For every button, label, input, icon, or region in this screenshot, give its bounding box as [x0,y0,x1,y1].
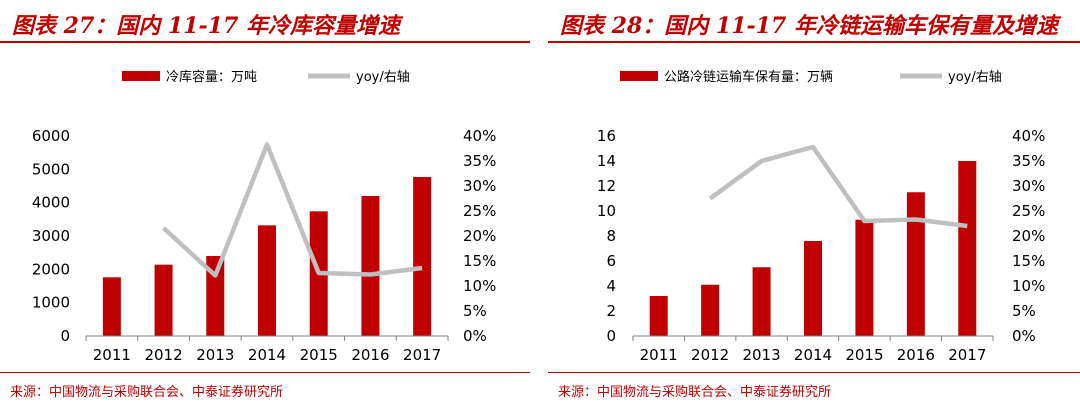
y-right-tick-label: 25% [1012,202,1045,220]
y-right-tick-label: 35% [463,152,496,170]
y-right-tick-label: 15% [463,252,496,270]
legend-bar-label: 冷库容量：万吨 [166,69,257,85]
series-line [708,144,968,229]
y-right-tick-label: 5% [463,302,487,320]
legend-line-label: yoy/右轴 [948,70,1002,85]
y-left-tick-label: 1000 [32,294,70,312]
title-divider [548,41,1080,43]
y-left-tick-label: 4 [606,277,616,295]
legend-line-label: yoy/右轴 [356,70,410,85]
legend-bar-label: 公路冷链运输车保有量：万辆 [664,69,833,85]
y-right-tick-label: 40% [463,127,496,145]
y-right-tick-label: 10% [463,277,496,295]
chart-panel-left: 图表 27：国内 11-17 年冷库容量增速 冷库容量：万吨 yoy/右轴 0 100… [0,0,530,407]
y-left-tick-label: 2000 [32,260,70,278]
y-right-tick-label: 0% [463,327,487,345]
x-tick-label: 2016 [897,346,935,364]
y-left-tick-label: 14 [597,152,616,170]
source-note: 来源：中国物流与采购联合会、中泰证券研究所 [10,385,284,400]
x-tick-label: 2011 [640,346,678,364]
bar [701,284,720,336]
y-left-tick-label: 3000 [32,227,70,245]
y-left-tick-label: 2 [606,302,616,320]
bar [906,192,925,336]
source-divider [0,372,530,373]
source-divider [548,372,1080,373]
legend-bar-swatch [122,71,160,81]
y-right-tick-label: 0% [1012,327,1036,345]
x-tick-label: 2011 [93,346,131,364]
title-divider [0,41,530,43]
y-left-tick-label: 12 [597,177,616,195]
y-right-tick-label: 5% [1012,302,1036,320]
y-left-tick-label: 0 [606,327,616,345]
bar [154,264,173,336]
bar [958,161,977,336]
y-left-tick-label: 16 [597,127,616,145]
figure-title: 图表 28：国内 11-17 年冷链运输车保有量及增速 [560,13,1058,39]
y-right-tick-label: 20% [1012,227,1045,245]
y-left-tick-label: 5000 [32,160,70,178]
x-tick-label: 2017 [948,346,986,364]
series-line [162,142,423,278]
y-right-tick-label: 30% [1012,177,1045,195]
x-tick-label: 2013 [196,346,234,364]
bar [206,256,225,336]
bar [258,225,276,336]
y-left-tick-label: 6 [606,252,616,270]
x-tick-label: 2014 [794,346,832,364]
y-left-tick-label: 6000 [32,127,70,145]
y-right-tick-label: 35% [1012,152,1045,170]
chart-panel-right: 图表 28：国内 11-17 年冷链运输车保有量及增速 公路冷链运输车保有量：万… [548,0,1080,407]
y-right-tick-label: 10% [1012,277,1045,295]
x-tick-label: 2017 [403,346,441,364]
legend-bar-swatch [620,71,658,81]
x-tick-label: 2016 [351,346,389,364]
bar [804,241,822,336]
source-note: 来源：中国物流与采购联合会、中泰证券研究所 [558,385,832,400]
x-tick-label: 2014 [248,346,286,364]
bar [855,219,874,336]
bar [361,196,380,336]
y-right-tick-label: 40% [1012,127,1045,145]
y-left-tick-label: 8 [606,227,616,245]
figure-title: 图表 27：国内 11-17 年冷库容量增速 [12,13,400,39]
y-right-tick-label: 30% [463,177,496,195]
y-left-tick-label: 0 [60,327,70,345]
x-tick-label: 2013 [742,346,780,364]
x-tick-label: 2015 [845,346,883,364]
y-right-tick-label: 15% [1012,252,1045,270]
x-tick-label: 2012 [691,346,729,364]
y-right-tick-label: 20% [463,227,496,245]
y-left-tick-label: 4000 [32,194,70,212]
bar [413,177,432,336]
y-right-tick-label: 25% [463,202,496,220]
chart-cold-chain-vehicles: 公路冷链运输车保有量：万辆 yoy/右轴 0 2 4 6 8 10 12 14 16 0% 5% 10% 1… [597,69,1045,364]
x-tick-label: 2012 [144,346,182,364]
bar [649,296,668,336]
bar [102,277,121,336]
chart-cold-storage: 冷库容量：万吨 yoy/右轴 0 1000 2000 3000 4000 5000 6000 0%… [32,69,497,364]
y-left-tick-label: 10 [597,202,616,220]
bar [752,267,771,336]
x-tick-label: 2015 [300,346,338,364]
